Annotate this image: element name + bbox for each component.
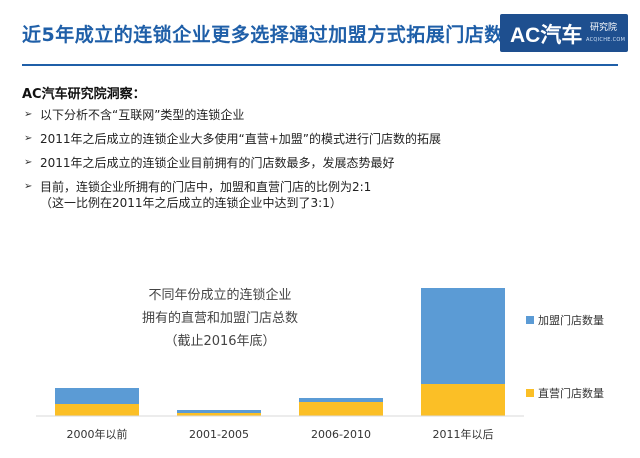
bullet-arrow-icon: ➢ xyxy=(24,133,33,144)
insight-bullet: ➢ 以下分析不含“互联网”类型的连锁企业 xyxy=(22,107,622,123)
logo-sub-text: 研究院 xyxy=(590,23,618,33)
bullet-text: 2011年之后成立的连锁企业大多使用“直营+加盟”的模式进行门店数的拓展 xyxy=(40,132,442,146)
insight-bullet: ➢ 2011年之后成立的连锁企业大多使用“直营+加盟”的模式进行门店数的拓展 xyxy=(22,131,622,147)
chart-note-line: 拥有的直营和加盟门店总数 xyxy=(141,311,298,326)
chart-note: 不同年份成立的连锁企业 拥有的直营和加盟门店总数 （截止2016年底） xyxy=(130,284,310,353)
insight-title: AC汽车研究院洞察： xyxy=(22,87,146,102)
legend-direct-label: 直营门店数量 xyxy=(538,386,604,400)
bullet-arrow-icon: ➢ xyxy=(24,181,33,192)
x-tick-label: 2001-2005 xyxy=(189,428,249,441)
bullet-text: （这一比例在2011年之后成立的连锁企业中达到了3:1） xyxy=(40,196,342,210)
header-divider xyxy=(22,64,618,66)
insight-bullet: ➢ 目前，连锁企业所拥有的门店中，加盟和直营门店的比例为2:1 （这一比例在2011… xyxy=(22,179,622,211)
x-tick-label: 2011年以后 xyxy=(433,427,494,441)
bar-franchise xyxy=(299,398,383,402)
header: 近5年成立的连锁企业更多选择通过加盟方式拓展门店数量 AC汽车 研究院 ACQI… xyxy=(0,0,640,64)
bar-direct xyxy=(177,413,261,416)
chart-area: 2000年以前 2001-2005 2006-2010 2011年以后 加盟门店数量 直营… xyxy=(0,260,640,458)
bar-franchise xyxy=(177,410,261,413)
x-tick-label: 2006-2010 xyxy=(311,428,371,441)
bullet-text: 以下分析不含“互联网”类型的连锁企业 xyxy=(40,108,245,122)
bar-direct xyxy=(421,384,505,416)
bullet-text: 目前，连锁企业所拥有的门店中，加盟和直营门店的比例为2:1 xyxy=(40,180,372,194)
logo-url-text: ACQICHE.COM xyxy=(586,37,626,43)
chart-note-line: 不同年份成立的连锁企业 xyxy=(148,288,292,303)
legend-franchise-swatch xyxy=(526,316,534,324)
bar-franchise xyxy=(421,288,505,384)
bullet-text: 2011年之后成立的连锁企业目前拥有的门店数最多，发展态势最好 xyxy=(40,156,395,170)
bar-direct xyxy=(299,402,383,416)
legend-franchise-label: 加盟门店数量 xyxy=(538,313,604,327)
legend-direct-swatch xyxy=(526,389,534,397)
insight-bullet: ➢ 2011年之后成立的连锁企业目前拥有的门店数最多，发展态势最好 xyxy=(22,155,622,171)
stacked-bar-chart: 2000年以前 2001-2005 2006-2010 2011年以后 加盟门店数量直营… xyxy=(36,288,604,441)
bar-franchise xyxy=(55,388,139,404)
bullet-arrow-icon: ➢ xyxy=(24,157,33,168)
bar-direct xyxy=(55,404,139,416)
brand-logo: AC汽车 研究院 ACQICHE.COM xyxy=(500,14,628,52)
chart-note-line: （截止2016年底） xyxy=(164,334,276,349)
x-tick-label: 2000年以前 xyxy=(67,427,128,441)
bullet-arrow-icon: ➢ xyxy=(24,109,33,120)
page-title: 近5年成立的连锁企业更多选择通过加盟方式拓展门店数量 xyxy=(22,24,524,46)
insight-list: ➢ 以下分析不含“互联网”类型的连锁企业 ➢ 2011年之后成立的连锁企业大多使用“直… xyxy=(22,107,622,219)
logo-main-text: AC汽车 xyxy=(510,24,583,47)
